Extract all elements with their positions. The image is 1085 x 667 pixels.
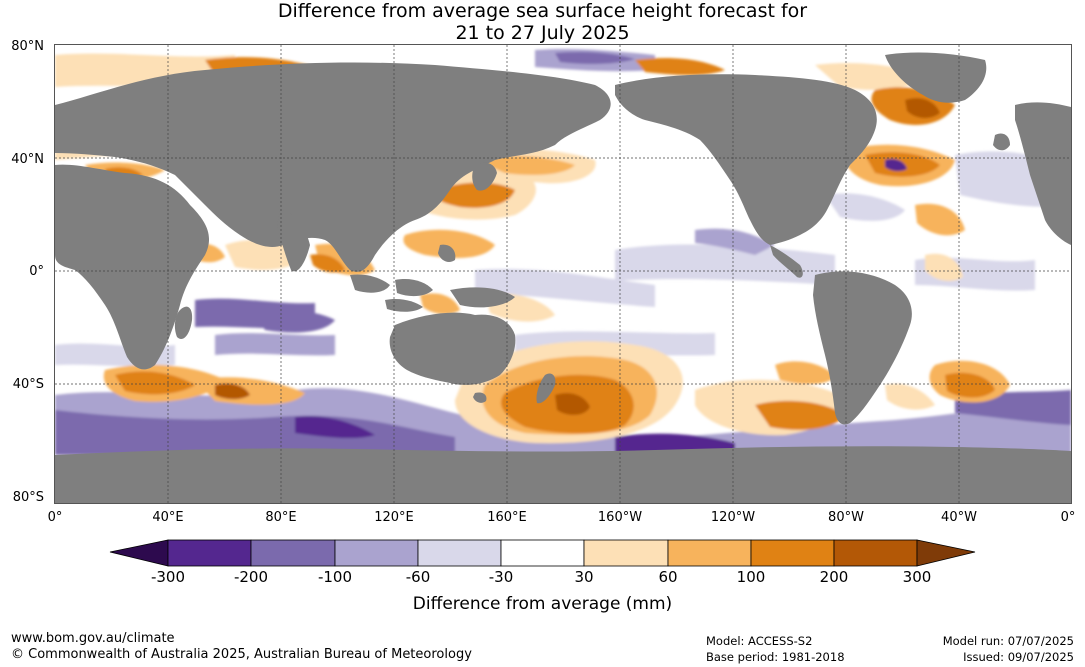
legend-swatch-200-300: [833, 539, 918, 567]
legend-swatch-200-100: [250, 539, 336, 567]
lon-label-160e: 160°E: [487, 510, 527, 525]
legend-colorbar: [109, 539, 976, 567]
sea-surface-height-map: [54, 44, 1072, 504]
footer-copyright: © Commonwealth of Australia 2025, Austra…: [11, 647, 472, 662]
footer-base-period: Base period: 1981-2018: [706, 650, 845, 664]
lon-label-120w: 120°W: [710, 510, 756, 525]
legend-tick-label: -200: [233, 568, 269, 586]
lon-label-80e: 80°E: [265, 510, 297, 525]
graticule: [55, 45, 1071, 503]
footer-url: www.bom.gov.au/climate: [11, 631, 175, 646]
lat-label-equator: 0°: [29, 264, 44, 279]
legend-tick-label: 200: [819, 568, 849, 586]
legend-swatch-above-300: [916, 539, 976, 567]
legend-tick-label: -100: [317, 568, 353, 586]
legend-title: Difference from average (mm): [412, 594, 673, 614]
map-canvas: [55, 45, 1071, 503]
legend-swatch-100-200: [750, 539, 835, 567]
footer-issued: Issued: 09/07/2025: [963, 650, 1074, 664]
legend-swatch-100-60: [334, 539, 419, 567]
lat-label-40n: 40°N: [11, 152, 44, 167]
footer-model: Model: ACCESS-S2: [706, 634, 813, 648]
lon-label-80w: 80°W: [828, 510, 864, 525]
map-title-line-2: 21 to 27 July 2025: [455, 22, 630, 44]
legend-tick-label: 100: [736, 568, 766, 586]
legend-swatch-60-100: [667, 539, 752, 567]
lon-label-160w: 160°W: [597, 510, 643, 525]
lon-label-0-right: 0°: [1060, 510, 1076, 525]
legend-swatch-300-200: [167, 539, 252, 567]
lat-label-80s: 80°S: [12, 490, 44, 505]
legend-swatch-30-30: [500, 539, 585, 567]
map-title-line-1: Difference from average sea surface heig…: [277, 0, 808, 22]
lat-label-80n: 80°N: [11, 39, 44, 54]
legend-tick-label: 30: [574, 568, 594, 586]
lon-label-40e: 40°E: [152, 510, 184, 525]
anomaly-patches: [55, 48, 1071, 455]
legend-swatch-below-300: [109, 539, 169, 567]
legend-tick-label: 60: [658, 568, 678, 586]
lon-label-0-left: 0°: [47, 510, 63, 525]
legend-tick-label: -300: [150, 568, 186, 586]
lon-label-40w: 40°W: [941, 510, 977, 525]
lat-label-40s: 40°S: [12, 377, 44, 392]
footer-model-run: Model run: 07/07/2025: [942, 634, 1074, 648]
legend-tick-label: 300: [902, 568, 932, 586]
legend-swatch-30-60: [583, 539, 669, 567]
lon-label-120e: 120°E: [374, 510, 414, 525]
legend-tick-label: -30: [488, 568, 514, 586]
land-masses: [55, 52, 1071, 503]
legend-tick-label: -60: [405, 568, 431, 586]
legend-swatch-60-30: [417, 539, 502, 567]
